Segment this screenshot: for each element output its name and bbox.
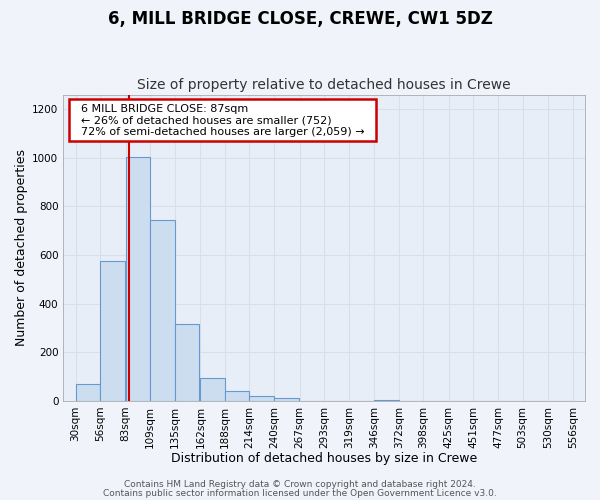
Bar [250, 396, 274, 401]
Text: 6 MILL BRIDGE CLOSE: 87sqm  
  ← 26% of detached houses are smaller (752)  
  72: 6 MILL BRIDGE CLOSE: 87sqm ← 26% of deta… [74, 104, 371, 137]
Bar [175, 324, 199, 401]
Text: Contains HM Land Registry data © Crown copyright and database right 2024.: Contains HM Land Registry data © Crown c… [124, 480, 476, 489]
Bar [225, 391, 250, 401]
Text: 6, MILL BRIDGE CLOSE, CREWE, CW1 5DZ: 6, MILL BRIDGE CLOSE, CREWE, CW1 5DZ [107, 10, 493, 28]
Bar [274, 398, 299, 401]
Bar [125, 156, 150, 401]
Bar [76, 384, 100, 401]
Text: Contains public sector information licensed under the Open Government Licence v3: Contains public sector information licen… [103, 488, 497, 498]
X-axis label: Distribution of detached houses by size in Crewe: Distribution of detached houses by size … [171, 452, 477, 465]
Y-axis label: Number of detached properties: Number of detached properties [15, 149, 28, 346]
Title: Size of property relative to detached houses in Crewe: Size of property relative to detached ho… [137, 78, 511, 92]
Bar [200, 378, 225, 401]
Bar [374, 400, 399, 401]
Bar [150, 220, 175, 401]
Bar [100, 261, 125, 401]
